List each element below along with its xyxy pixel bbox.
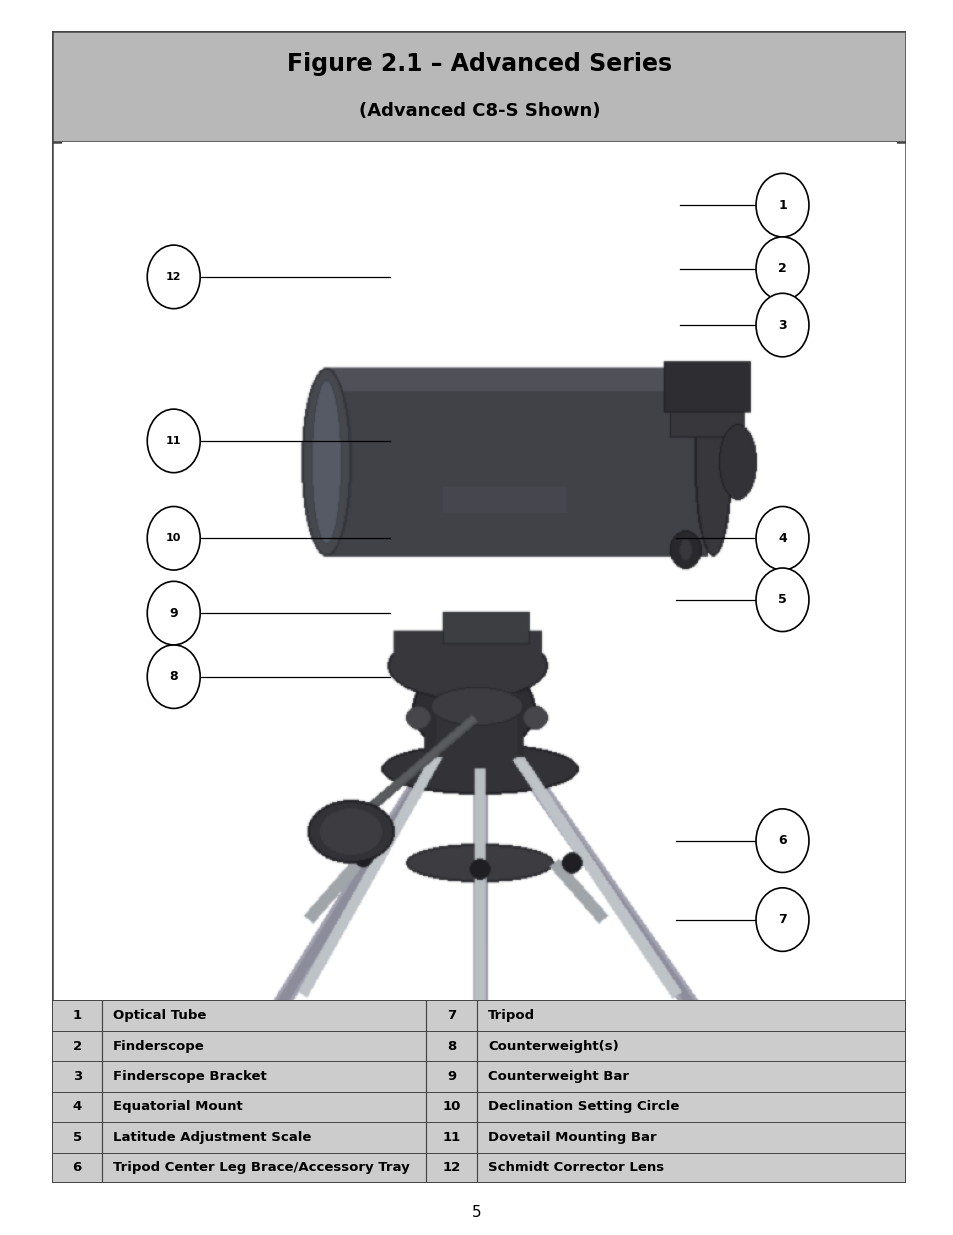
Text: 10: 10 — [442, 1100, 460, 1114]
Text: Dovetail Mounting Bar: Dovetail Mounting Bar — [487, 1131, 656, 1144]
Text: 4: 4 — [778, 532, 786, 545]
Text: 4: 4 — [72, 1100, 82, 1114]
FancyBboxPatch shape — [52, 1000, 905, 1183]
Circle shape — [755, 237, 808, 300]
Text: 2: 2 — [72, 1040, 82, 1052]
Circle shape — [755, 173, 808, 237]
Text: 6: 6 — [72, 1161, 82, 1174]
Text: 10: 10 — [166, 534, 181, 543]
Text: 11: 11 — [166, 436, 181, 446]
Text: Optical Tube: Optical Tube — [113, 1009, 206, 1023]
Circle shape — [147, 582, 200, 645]
Circle shape — [147, 506, 200, 571]
Text: 1: 1 — [778, 199, 786, 211]
Text: 8: 8 — [170, 671, 178, 683]
Text: Tripod Center Leg Brace/Accessory Tray: Tripod Center Leg Brace/Accessory Tray — [113, 1161, 410, 1174]
Text: (Advanced C8-S Shown): (Advanced C8-S Shown) — [358, 101, 599, 120]
Text: 5: 5 — [72, 1131, 82, 1144]
Text: 6: 6 — [778, 834, 786, 847]
Circle shape — [755, 293, 808, 357]
Text: Tripod: Tripod — [487, 1009, 535, 1023]
Circle shape — [147, 409, 200, 473]
Text: Equatorial Mount: Equatorial Mount — [113, 1100, 243, 1114]
Text: 2: 2 — [778, 262, 786, 275]
Text: Finderscope Bracket: Finderscope Bracket — [113, 1070, 267, 1083]
Text: 3: 3 — [778, 319, 786, 331]
Text: Figure 2.1 – Advanced Series: Figure 2.1 – Advanced Series — [287, 52, 671, 77]
Text: 9: 9 — [447, 1070, 456, 1083]
Text: Latitude Adjustment Scale: Latitude Adjustment Scale — [113, 1131, 311, 1144]
Text: Counterweight Bar: Counterweight Bar — [487, 1070, 628, 1083]
Text: 8: 8 — [447, 1040, 456, 1052]
Circle shape — [147, 245, 200, 309]
Text: Schmidt Corrector Lens: Schmidt Corrector Lens — [487, 1161, 663, 1174]
Text: 7: 7 — [778, 913, 786, 926]
FancyBboxPatch shape — [52, 31, 905, 142]
Text: 5: 5 — [778, 593, 786, 606]
Circle shape — [755, 568, 808, 631]
Text: Finderscope: Finderscope — [113, 1040, 205, 1052]
Text: 1: 1 — [72, 1009, 82, 1023]
FancyBboxPatch shape — [52, 31, 905, 1056]
Circle shape — [755, 888, 808, 951]
Text: 9: 9 — [170, 606, 178, 620]
Text: 12: 12 — [442, 1161, 460, 1174]
Text: 7: 7 — [447, 1009, 456, 1023]
Circle shape — [755, 809, 808, 872]
Text: 12: 12 — [166, 272, 181, 282]
Circle shape — [147, 645, 200, 709]
Text: Counterweight(s): Counterweight(s) — [487, 1040, 618, 1052]
Text: 5: 5 — [472, 1205, 481, 1220]
Circle shape — [755, 506, 808, 571]
Text: Declination Setting Circle: Declination Setting Circle — [487, 1100, 679, 1114]
Text: 11: 11 — [442, 1131, 460, 1144]
Text: 3: 3 — [72, 1070, 82, 1083]
